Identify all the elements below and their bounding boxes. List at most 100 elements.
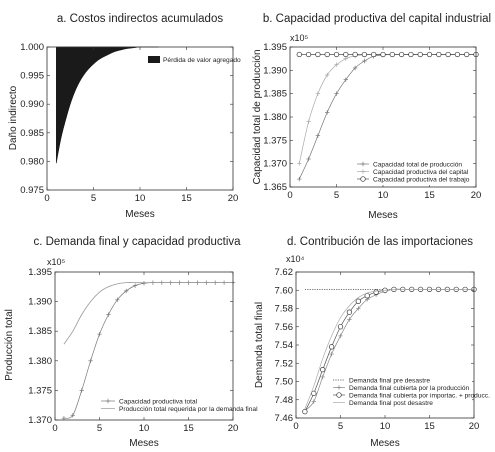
- series-3-point: [315, 51, 321, 58]
- xtick-label: 0: [293, 421, 298, 432]
- legend-box: [98, 396, 231, 415]
- series-3-point: [328, 344, 335, 350]
- series-3-point: [355, 298, 361, 304]
- series-3-point: [364, 293, 370, 299]
- legend-label: Demanda final post desastre: [349, 400, 433, 407]
- panel-d-xlabel: Meses: [370, 438, 399, 449]
- series-2-point: [347, 317, 352, 322]
- panel-a-legend: Pérdida de valor agregado: [146, 53, 241, 67]
- legend-swatch: [148, 56, 160, 63]
- series-3-point: [380, 51, 386, 58]
- panel-c-exponent: x10⁵: [47, 257, 66, 267]
- series-2-point: [311, 399, 316, 404]
- series-1-point: [343, 77, 348, 82]
- series-line-2: [63, 282, 233, 345]
- legend-label: Demanda final cubierta por importac. + p…: [349, 392, 490, 399]
- ytick-label: 0.995: [20, 71, 44, 82]
- legend-marker: [105, 398, 111, 404]
- xtick-label: 15: [424, 421, 435, 432]
- xtick-label: 15: [181, 193, 192, 204]
- panel-a-xticks: 0 5 10 15 20: [44, 47, 238, 204]
- series-1-point: [97, 331, 102, 337]
- legend-marker: [336, 392, 342, 398]
- series-3-point: [454, 51, 461, 58]
- panel-a-title: a. Costos indirectos acumulados: [57, 13, 223, 25]
- xtick-label: 10: [380, 421, 391, 432]
- series-3-point: [302, 408, 308, 415]
- series-2-point: [306, 119, 311, 124]
- xtick-label: 0: [287, 190, 292, 201]
- legend-box: [146, 53, 231, 67]
- panel-c-xlabel: Meses: [129, 438, 158, 449]
- ytick-label: 1.395: [263, 42, 287, 53]
- ytick-label: 7.48: [275, 395, 294, 406]
- ytick-label: 1.390: [263, 65, 287, 76]
- series-1-point: [79, 388, 84, 393]
- panel-b-yticks: 1.395 1.390 1.385 1.380 1.375 1.370 1.365: [263, 42, 476, 193]
- area-perdida-valor-agregado: [56, 46, 159, 164]
- legend-label: Capacidad productiva del capital: [373, 169, 469, 176]
- panel-a-ylabel: Daño indirecto: [8, 85, 19, 150]
- xtick-label: 5: [91, 193, 96, 204]
- xtick-label: 0: [52, 423, 57, 434]
- panel-d-title: d. Contribución de las importaciones: [287, 236, 473, 248]
- legend-marker: [336, 385, 342, 390]
- series-1-point: [132, 283, 138, 288]
- legend-label: Demanda final cubierta por la producción: [349, 385, 470, 392]
- series-3-point: [373, 289, 379, 295]
- series-3-point: [352, 51, 358, 58]
- ytick-label: 1.390: [28, 297, 52, 308]
- legend-marker: [360, 161, 366, 167]
- series-3-point: [296, 51, 302, 58]
- series-1-point: [334, 91, 339, 96]
- series-1-point: [106, 312, 111, 317]
- ytick-label: 7.56: [275, 322, 294, 333]
- ytick-label: 7.54: [275, 340, 294, 351]
- series-1-point: [124, 288, 129, 294]
- series-2-point: [320, 374, 325, 380]
- series-1-point: [315, 133, 321, 138]
- ytick-label: 1.375: [28, 385, 52, 396]
- ytick-label: 0.985: [20, 128, 44, 139]
- xtick-label: 10: [139, 423, 150, 434]
- panel-a-data: [56, 46, 159, 164]
- series-1-point: [70, 413, 75, 418]
- ytick-label: 1.380: [263, 112, 287, 123]
- legend-box: [354, 158, 472, 185]
- panel-c: c. Demanda final y capacidad productiva …: [4, 236, 258, 449]
- panel-a: a. Costos indirectos acumulados 1.000 0.9…: [8, 13, 241, 220]
- legend-label: Capacidad total de producción: [373, 161, 462, 168]
- xtick-label: 20: [228, 193, 239, 204]
- series-3-point: [371, 51, 377, 58]
- legend-box: [330, 375, 472, 413]
- legend-label: Capacidad productiva del trabajo: [373, 176, 470, 183]
- series-1-point: [297, 176, 302, 182]
- ytick-label: 1.365: [263, 182, 287, 193]
- panel-a-xlabel: Meses: [125, 209, 154, 220]
- xtick-label: 20: [471, 190, 482, 201]
- series-3-point: [436, 51, 442, 58]
- ytick-label: 0.975: [20, 185, 44, 196]
- panel-d: d. Contribución de las importaciones x10…: [254, 236, 490, 449]
- ytick-label: 7.58: [275, 304, 294, 315]
- series-1-point: [88, 358, 93, 363]
- series-3-point: [320, 366, 326, 373]
- series-3-point: [337, 324, 344, 330]
- panel-b-xticks: 0 5 10 15 20: [287, 47, 481, 201]
- series-2-point: [334, 62, 339, 67]
- series-1-point: [325, 110, 330, 115]
- series-3-point: [324, 51, 330, 58]
- ytick-label: 1.385: [28, 326, 52, 337]
- ytick-label: 7.50: [275, 377, 294, 388]
- xtick-label: 5: [97, 423, 102, 434]
- legend-marker: [360, 169, 366, 174]
- panel-d-yticks: 7.62 7.60 7.58 7.56 7.54 7.52 7.50 7.48 7.46: [275, 267, 474, 424]
- panel-c-yticks: 1.395 1.390 1.385 1.380 1.375 1.370: [28, 267, 233, 426]
- xtick-label: 20: [469, 421, 480, 432]
- ytick-label: 1.370: [263, 159, 287, 170]
- xtick-label: 10: [135, 193, 146, 204]
- panel-c-xticks: 0 5 10 15 20: [52, 272, 238, 434]
